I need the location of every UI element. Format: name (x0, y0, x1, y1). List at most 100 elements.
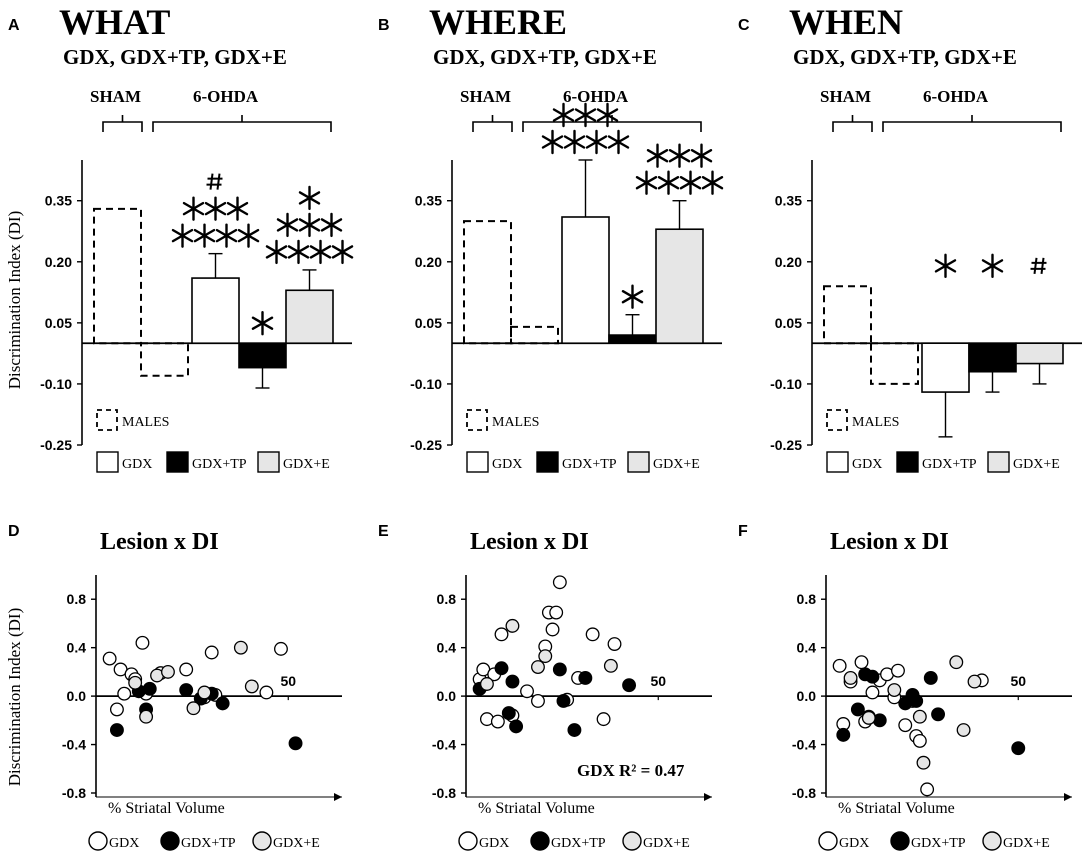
y-axis-label: Discrimination Index (DI) (5, 211, 24, 389)
x-tick-label: 50 (280, 673, 296, 689)
asterisk-stroke (585, 135, 608, 149)
point-gdx (596, 712, 611, 727)
ohda-label: 6-OHDA (923, 87, 989, 106)
bar-gdx-ohda (921, 342, 970, 393)
bar-panel-b: B WHERE GDX, GDX+TP, GDX+E SHAM 6-OHDA 0.35 0.… (378, 2, 724, 473)
significance-hash (206, 173, 223, 190)
panel-title: Lesion x DI (470, 529, 589, 555)
ohda-label: 6-OHDA (563, 87, 629, 106)
point-gdx-e (916, 755, 931, 770)
y-tick-label: -0.4 (62, 737, 86, 753)
point-gdx-tp (552, 662, 567, 677)
point-gdx-tp (622, 678, 637, 693)
legend-label: GDX (852, 457, 882, 472)
point-gdx-tp (850, 702, 865, 717)
panel-letter: A (8, 17, 20, 34)
significance-asterisk (701, 170, 724, 195)
significance-asterisk (309, 239, 332, 265)
point-gdx (135, 635, 150, 650)
y-tick-label: 0.4 (67, 640, 87, 656)
significance-asterisk (646, 143, 669, 168)
bar-panel-a: A WHAT GDX, GDX+TP, GDX+E SHAM 6-OHDA 0.35 0.2… (8, 2, 354, 473)
asterisk-stroke (552, 108, 575, 122)
y-tick-label: -0.4 (432, 737, 456, 753)
legend-marker-gdx-e (622, 831, 642, 851)
legend-marker-gdx-tp (890, 831, 910, 851)
point-gdx-e (912, 709, 927, 724)
legend-label: GDX+TP (562, 457, 617, 472)
legend-label: GDX+E (653, 457, 700, 472)
point-gdx (274, 641, 288, 656)
hash-stroke (1033, 257, 1038, 274)
bar-gdx-ohda (561, 216, 610, 345)
asterisk-stroke (331, 245, 354, 259)
asterisk-stroke (237, 228, 260, 243)
asterisk-stroke (563, 135, 586, 149)
asterisk-stroke (668, 149, 691, 163)
asterisk-stroke (934, 259, 957, 273)
legend-swatch-gdx (826, 451, 849, 473)
point-gdx-tp (215, 696, 230, 711)
point-gdx (865, 685, 880, 700)
point-gdx-e (505, 618, 520, 633)
legend-marker-gdx-tp (160, 831, 180, 851)
bar-gdx-ohda (191, 277, 240, 345)
point-gdx-tp (501, 706, 516, 721)
legend-males-swatch (466, 409, 488, 431)
panel-subtitle: GDX, GDX+TP, GDX+E (63, 45, 287, 69)
y-tick-label: -0.25 (770, 437, 802, 453)
legend-label: GDX (122, 457, 152, 472)
panel-subtitle: GDX, GDX+TP, GDX+E (793, 45, 1017, 69)
significance-asterisk (541, 129, 564, 155)
legend-marker-gdx-tp (530, 831, 550, 851)
point-gdx (179, 662, 194, 677)
asterisk-stroke (215, 228, 238, 243)
panel-title: WHEN (789, 2, 903, 42)
point-gdx (102, 651, 117, 666)
bar-gdx-sham (510, 325, 559, 345)
significance-asterisk (171, 223, 194, 248)
point-gdx (204, 645, 219, 660)
point-gdx-e (887, 683, 902, 698)
legend-label: GDX+E (1003, 836, 1050, 851)
point-gdx-e (956, 723, 971, 737)
asterisk-stroke (309, 245, 332, 259)
asterisk-stroke (204, 201, 227, 216)
point-gdx (607, 637, 622, 651)
significance-asterisk (934, 253, 957, 279)
significance-asterisk (596, 102, 619, 128)
y-tick-label: -0.8 (62, 785, 86, 801)
point-gdx-e (233, 640, 248, 655)
y-tick-label: -0.25 (40, 437, 72, 453)
sham-label: SHAM (90, 87, 141, 106)
point-gdx-tp (505, 674, 520, 689)
bar-males-sham (93, 207, 142, 345)
point-gdx-e (538, 649, 553, 664)
point-gdx-e (531, 660, 545, 674)
legend-swatch-gdx-tp (536, 451, 559, 473)
asterisk-stroke (596, 108, 619, 122)
legend-swatch-gdx-tp (166, 451, 189, 473)
legend-marker-gdx-e (982, 831, 1002, 851)
panel-title: WHAT (59, 2, 170, 42)
point-gdx (585, 627, 600, 642)
y-tick-label: -0.4 (792, 737, 816, 753)
hash-stroke (209, 173, 214, 190)
bar-gdx-tp-ohda (238, 342, 287, 369)
legend-males-swatch (826, 409, 848, 431)
legend-label: GDX+TP (911, 836, 966, 851)
panel-letter: F (738, 523, 748, 540)
asterisk-stroke (679, 176, 702, 190)
point-gdx-e (244, 679, 259, 694)
scatter-panel-f: F Lesion x DI 0.8 0.4 0.0 -0.4 -0.8 50 % Striata… (738, 523, 1072, 851)
point-gdx-tp (923, 670, 938, 685)
asterisk-stroke (981, 259, 1004, 273)
point-gdx (898, 718, 913, 733)
point-gdx-tp (1011, 741, 1026, 756)
asterisk-stroke (701, 176, 724, 190)
asterisk-stroke (171, 228, 194, 243)
legend-label: GDX (109, 836, 139, 851)
panel-title: Lesion x DI (830, 529, 949, 555)
point-gdx (549, 605, 564, 620)
panel-title: WHERE (429, 2, 567, 42)
